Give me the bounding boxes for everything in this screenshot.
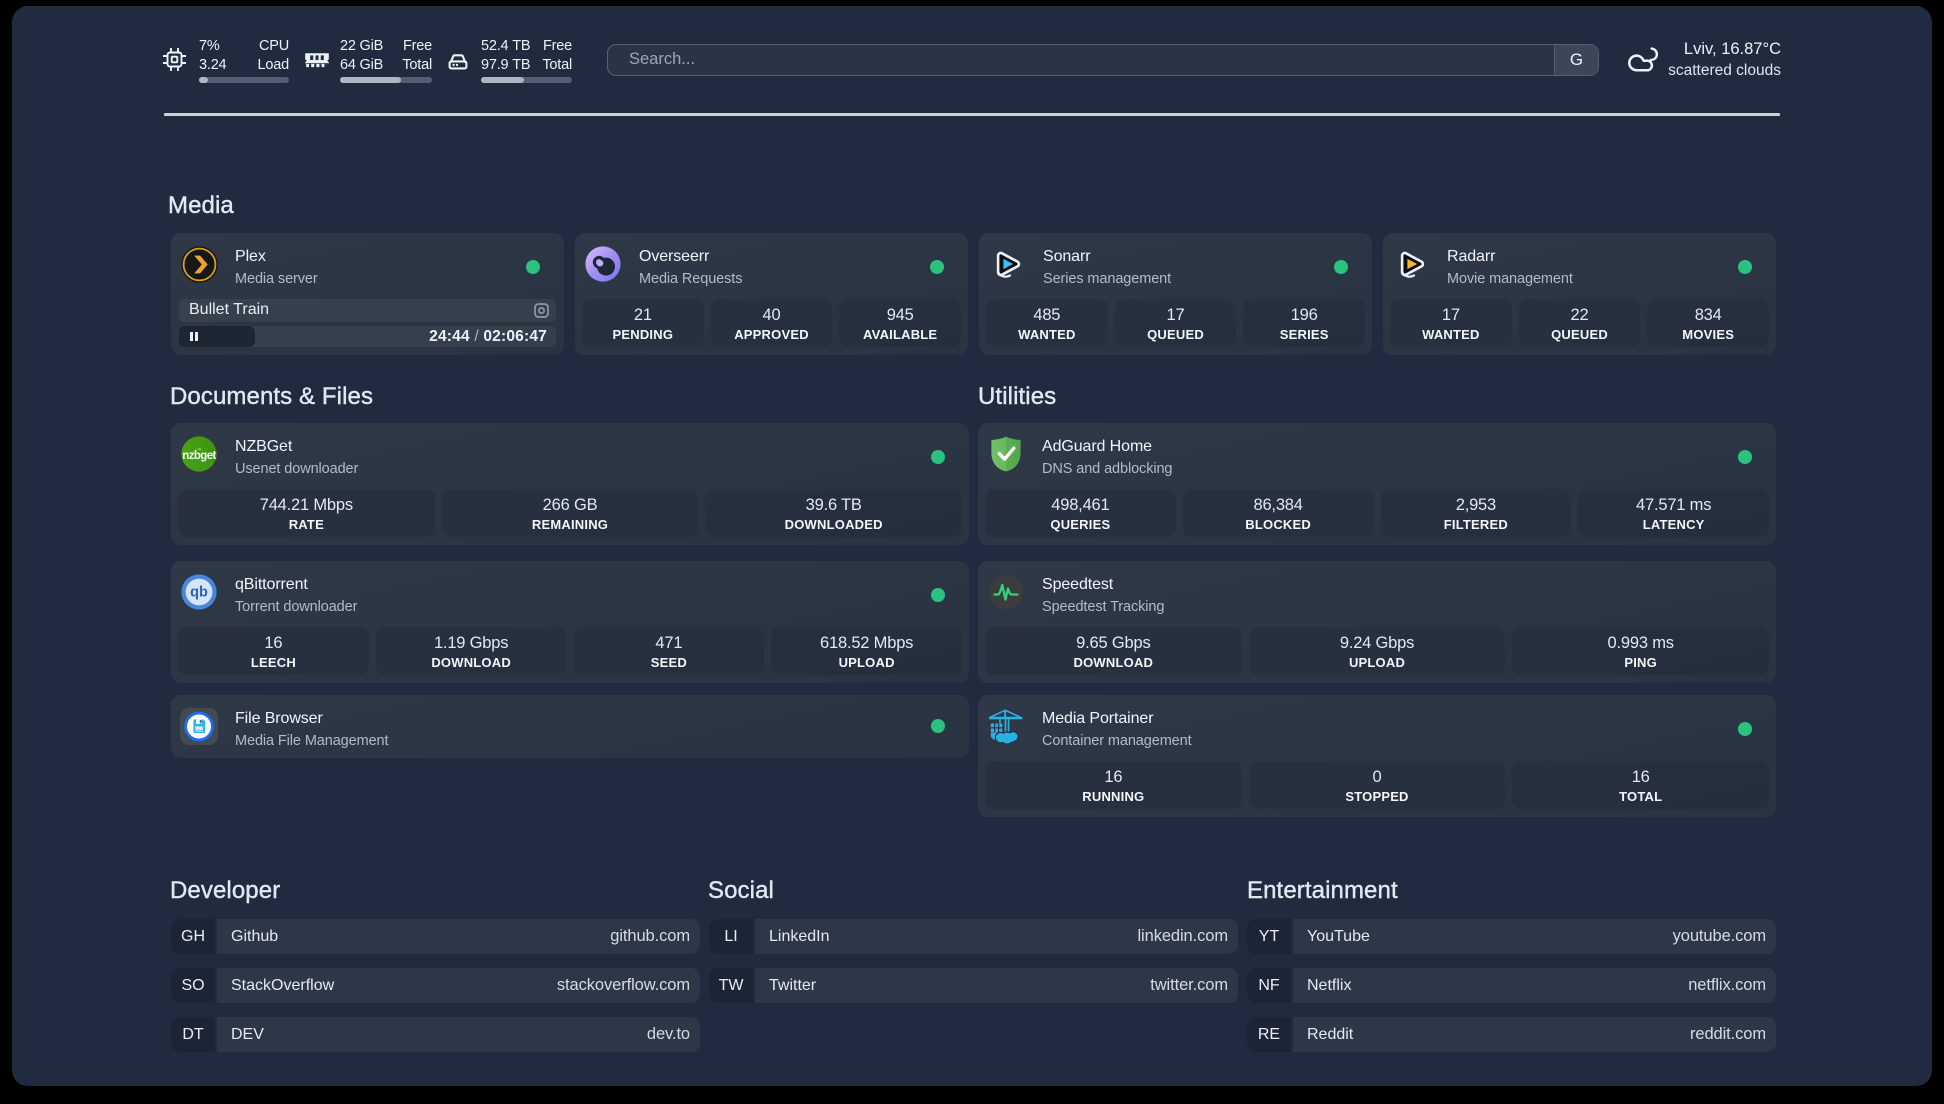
svg-text:nzbget: nzbget [182, 450, 216, 462]
svg-text:qb: qb [190, 585, 208, 601]
